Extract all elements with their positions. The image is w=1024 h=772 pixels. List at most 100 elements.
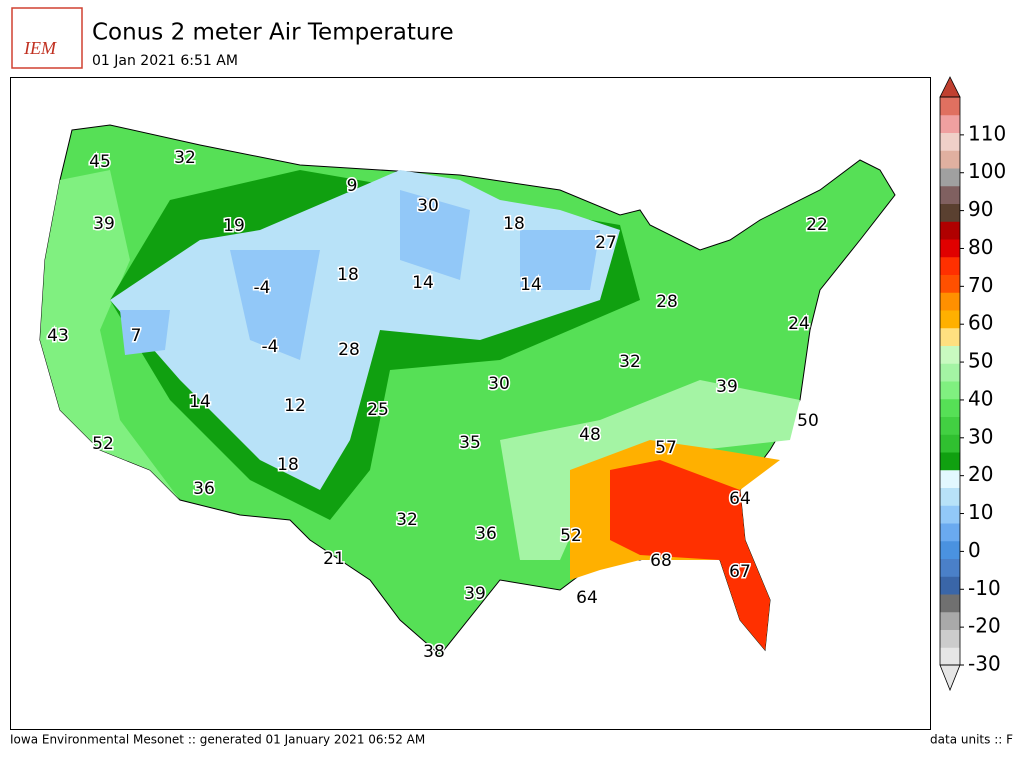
colorbar-segment xyxy=(940,647,960,666)
logo-box xyxy=(11,7,83,69)
colorbar-segment xyxy=(940,203,960,222)
colorbar-tick-label: 10 xyxy=(968,500,993,524)
temperature-label: 18 xyxy=(337,265,359,285)
colorbar-tick-label: 0 xyxy=(968,538,981,562)
temperature-label: 24 xyxy=(788,314,810,334)
temperature-label: 19 xyxy=(223,216,245,236)
temperature-label: 25 xyxy=(367,400,389,420)
colorbar-segment xyxy=(940,345,960,364)
map xyxy=(39,124,896,656)
temperature-label: 43 xyxy=(47,326,69,346)
temperature-label: 12 xyxy=(284,396,306,416)
colorbar-tick-label: 90 xyxy=(968,197,993,221)
colorbar-segment xyxy=(940,469,960,488)
title: Conus 2 meter Air Temperature xyxy=(92,20,454,46)
temperature-label: 22 xyxy=(806,215,828,235)
colorbar-segment xyxy=(940,132,960,151)
colorbar-segment xyxy=(940,114,960,133)
colorbar-over xyxy=(939,76,961,98)
colorbar-segment xyxy=(940,274,960,293)
temperature-label: 39 xyxy=(716,377,738,397)
temperature-label: 7 xyxy=(131,326,142,346)
colorbar-under xyxy=(939,664,961,692)
temperature-label: 67 xyxy=(729,562,751,582)
colorbar-segment xyxy=(940,629,960,648)
warm-west xyxy=(40,170,180,500)
temperature-label: 36 xyxy=(193,479,215,499)
temperature-label: 64 xyxy=(729,489,751,509)
colorbar-segment xyxy=(940,505,960,524)
temperature-label: 14 xyxy=(189,392,211,412)
footer-left: Iowa Environmental Mesonet :: generated … xyxy=(10,733,425,747)
colorbar-segment xyxy=(940,221,960,240)
colorbar-outline xyxy=(939,96,961,666)
temperature-label: 32 xyxy=(619,352,641,372)
footer-right: data units :: F xyxy=(930,733,1013,747)
colorbar-segment xyxy=(940,594,960,613)
colorbar-segment xyxy=(940,434,960,453)
temperature-label: 64 xyxy=(576,588,598,608)
temperature-label: 38 xyxy=(423,642,445,662)
colorbar-tick-label: 100 xyxy=(968,159,1006,183)
subtitle: 01 Jan 2021 6:51 AM xyxy=(92,53,238,69)
temperature-label: 30 xyxy=(488,374,510,394)
colorbar-tick-label: 80 xyxy=(968,235,993,259)
colorbar-segment xyxy=(940,185,960,204)
temperature-label: 36 xyxy=(475,524,497,544)
temperature-label: 21 xyxy=(323,549,345,569)
temperature-label: 52 xyxy=(92,434,114,454)
colorbar-segment xyxy=(940,168,960,187)
logo-text: IEM xyxy=(23,38,57,58)
temperature-label: 30 xyxy=(417,196,439,216)
temperature-label: 18 xyxy=(277,455,299,475)
colorbar-segment xyxy=(940,363,960,382)
colorbar-segment xyxy=(940,487,960,506)
temperature-label: 18 xyxy=(503,214,525,234)
temperature-label: -4 xyxy=(254,278,271,298)
temperature-label: 35 xyxy=(459,433,481,453)
temperature-label: 9 xyxy=(347,176,358,196)
hot-southeast xyxy=(610,460,770,650)
temperature-label: 45 xyxy=(89,152,111,172)
temperature-label: 50 xyxy=(797,411,819,431)
temperature-label: 39 xyxy=(464,584,486,604)
temperature-label: 14 xyxy=(520,275,542,295)
colorbar-segment xyxy=(940,558,960,577)
colorbar-tick-label: -20 xyxy=(968,614,1001,638)
temperature-label: 52 xyxy=(560,526,582,546)
colorbar-segment xyxy=(940,97,960,116)
colorbar-tick-label: 60 xyxy=(968,311,993,335)
temperature-label: -4 xyxy=(262,337,279,357)
colorbar-segment xyxy=(940,381,960,400)
temperature-label: 57 xyxy=(655,438,677,458)
colorbar-segment xyxy=(940,452,960,471)
colorbar-segment xyxy=(940,310,960,329)
colorbar-tick-label: 110 xyxy=(968,121,1006,145)
colorbar-segment xyxy=(940,576,960,595)
temperature-label: 39 xyxy=(93,214,115,234)
colorbar-segment xyxy=(940,398,960,417)
temperature-label: 32 xyxy=(174,148,196,168)
temperature-label: 27 xyxy=(595,233,617,253)
colorbar-tick-label: 50 xyxy=(968,349,993,373)
colorbar-segment xyxy=(940,292,960,311)
temperature-label: 14 xyxy=(412,273,434,293)
colorbar-segment xyxy=(940,256,960,275)
colorbar-segment xyxy=(940,523,960,542)
temperature-label: 28 xyxy=(656,292,678,312)
temperature-label: 32 xyxy=(396,510,418,530)
colorbar-tick-label: -30 xyxy=(968,652,1001,676)
colorbar-segment xyxy=(940,327,960,346)
colorbar-segment xyxy=(940,150,960,169)
temperature-label: 28 xyxy=(338,340,360,360)
temperature-label: 68 xyxy=(650,551,672,571)
colorbar-segment xyxy=(940,611,960,630)
colorbar-tick-label: 30 xyxy=(968,424,993,448)
colorbar-segment xyxy=(940,239,960,258)
colorbar-tick-label: -10 xyxy=(968,576,1001,600)
temperature-label: 48 xyxy=(579,425,601,445)
colorbar-segment xyxy=(940,416,960,435)
colorbar-tick-label: 20 xyxy=(968,462,993,486)
colorbar-tick-label: 40 xyxy=(968,386,993,410)
